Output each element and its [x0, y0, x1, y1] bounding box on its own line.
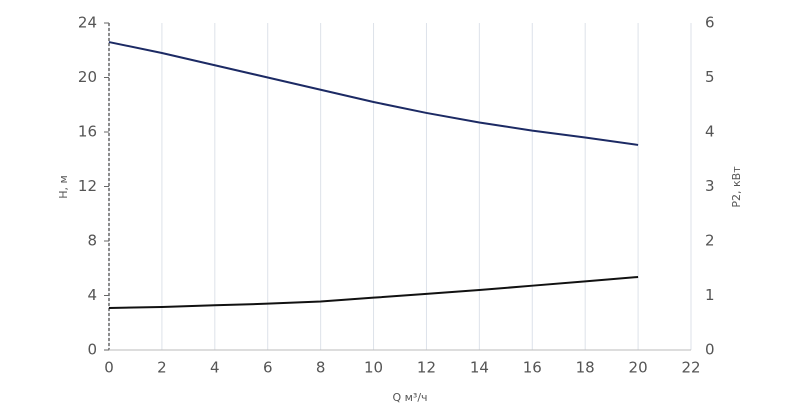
y2-tick-label: 0 — [705, 341, 715, 359]
x-tick-label: 0 — [104, 359, 114, 377]
y-tick-label: 4 — [87, 286, 97, 304]
y2-axis-title: P2, кВт — [730, 166, 743, 208]
y2-tick-label: 2 — [705, 232, 715, 250]
x-tick-label: 16 — [523, 359, 542, 377]
y2-tick-label: 3 — [705, 177, 715, 195]
y2-tick-label: 4 — [705, 123, 715, 141]
y2-tick-label: 6 — [705, 14, 715, 32]
x-tick-label: 8 — [316, 359, 326, 377]
y-tick-label: 8 — [87, 232, 97, 250]
x-axis-title: Q м³/ч — [392, 391, 427, 404]
y2-tick-label: 5 — [705, 68, 715, 86]
x-tick-label: 14 — [470, 359, 489, 377]
x-tick-label: 12 — [417, 359, 436, 377]
x-tick-label: 10 — [364, 359, 383, 377]
y-tick-label: 16 — [78, 123, 97, 141]
x-tick-label: 18 — [576, 359, 595, 377]
x-tick-label: 6 — [263, 359, 273, 377]
series-line — [108, 275, 639, 310]
x-tick-label: 2 — [157, 359, 167, 377]
x-tick-label: 20 — [629, 359, 648, 377]
x-tick-label: 22 — [681, 359, 700, 377]
series-line — [108, 41, 639, 146]
y-tick-label: 24 — [78, 14, 97, 32]
y-axis-title: H, м — [57, 175, 70, 199]
y-tick-label: 0 — [87, 341, 97, 359]
y-tick-label: 20 — [78, 68, 97, 86]
y2-tick-label: 1 — [705, 286, 715, 304]
x-tick-label: 4 — [210, 359, 220, 377]
y-tick-label: 12 — [78, 177, 97, 195]
